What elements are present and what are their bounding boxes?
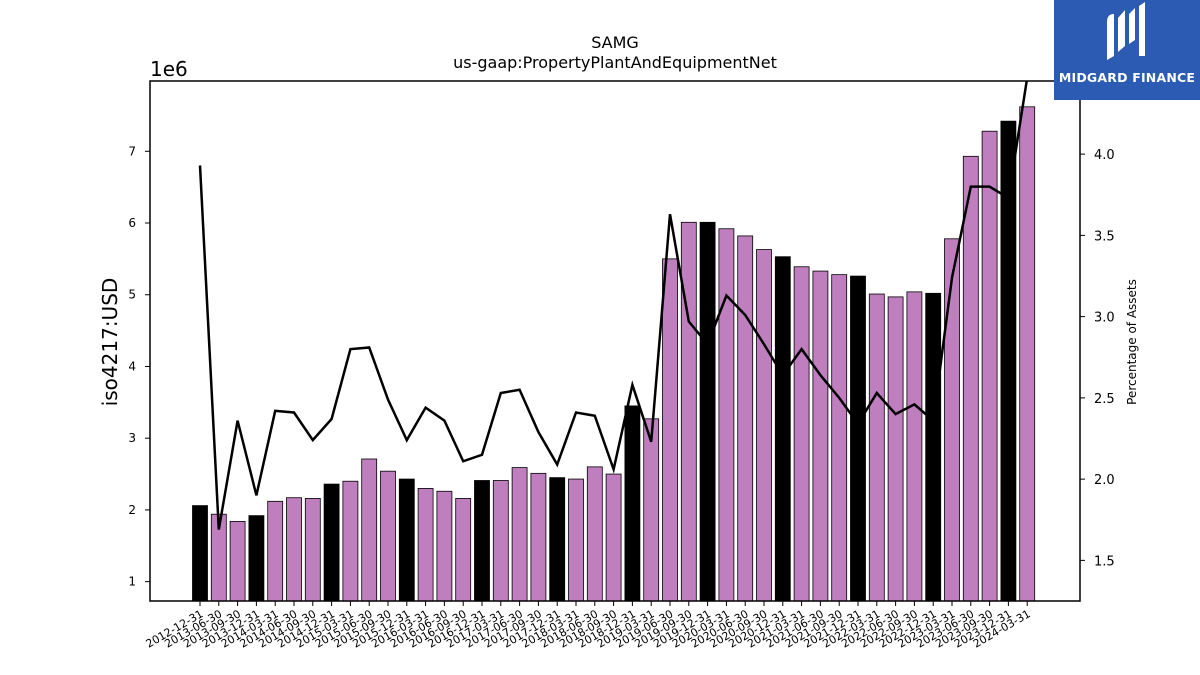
bar <box>868 293 885 602</box>
bar <box>831 274 848 602</box>
bar <box>925 292 942 602</box>
y-axis-label: iso4217:USD <box>98 278 122 407</box>
bar-series <box>192 106 1036 602</box>
y-tick-label: 2 <box>128 503 136 517</box>
bar <box>323 483 340 602</box>
bar <box>549 477 566 602</box>
bar <box>511 467 528 602</box>
bar <box>699 221 716 602</box>
y2-tick-label: 3.5 <box>1094 229 1115 244</box>
plot-frame <box>149 80 1081 602</box>
bar <box>756 249 772 602</box>
bar <box>887 296 904 602</box>
bar <box>962 155 979 602</box>
bar <box>380 470 396 602</box>
bar <box>248 515 265 602</box>
chart-subtitle: us-gaap:PropertyPlantAndEquipmentNet <box>453 53 777 72</box>
bar <box>680 221 697 602</box>
bar <box>304 498 321 602</box>
y2-tick-label: 2.0 <box>1094 473 1115 488</box>
bar <box>774 256 791 602</box>
brand-logo-text: MIDGARD FINANCE <box>1058 70 1196 85</box>
midgard-logo-icon <box>1107 2 1145 60</box>
bar <box>850 275 866 602</box>
bar <box>530 472 547 602</box>
bar <box>492 480 509 602</box>
y-tick-label: 1 <box>128 575 136 589</box>
y2-axis-ticks: 1.5 2.0 2.5 3.0 3.5 4.0 <box>1080 148 1115 569</box>
bar <box>793 266 810 602</box>
y-tick-label: 3 <box>128 431 136 445</box>
bar <box>568 478 584 602</box>
bar <box>718 228 735 602</box>
y-tick-label: 4 <box>128 359 136 373</box>
y-tick-label: 5 <box>128 288 136 302</box>
bar <box>944 238 960 602</box>
y2-tick-label: 4.0 <box>1094 148 1115 163</box>
line-series <box>198 81 1028 530</box>
percentage-line <box>198 81 1028 530</box>
bar <box>398 478 415 602</box>
chart-title: SAMG <box>591 33 639 52</box>
y-axis-ticks: 1 2 3 4 5 6 7 <box>128 144 150 589</box>
bar <box>1019 106 1036 602</box>
bar <box>624 405 641 602</box>
y-tick-label: 7 <box>128 144 136 158</box>
y-tick-label: 6 <box>128 216 136 230</box>
bar <box>981 130 998 602</box>
x-axis-ticks: 2012-12-312013-06-302013-09-302013-12-31… <box>144 601 1033 651</box>
bar <box>436 490 453 602</box>
y2-axis-label: Percentage of Assets <box>1125 279 1139 405</box>
bar <box>474 480 490 602</box>
bar <box>192 505 208 602</box>
bar <box>229 520 246 602</box>
bar <box>605 473 622 602</box>
bar <box>361 458 378 602</box>
y-offset-label: 1e6 <box>150 57 188 81</box>
bar <box>737 235 754 602</box>
bar <box>342 480 359 602</box>
y2-tick-label: 3.0 <box>1094 311 1115 326</box>
bar <box>417 487 434 602</box>
bar <box>455 498 472 602</box>
y2-tick-label: 2.5 <box>1094 392 1115 407</box>
bar <box>643 418 660 602</box>
bar <box>586 466 603 602</box>
bar <box>812 270 829 602</box>
bar <box>662 258 678 602</box>
y2-tick-label: 1.5 <box>1094 554 1115 569</box>
brand-logo: MIDGARD FINANCE <box>1054 0 1200 100</box>
bar <box>906 291 923 602</box>
bar <box>286 497 302 602</box>
bar <box>267 500 284 602</box>
